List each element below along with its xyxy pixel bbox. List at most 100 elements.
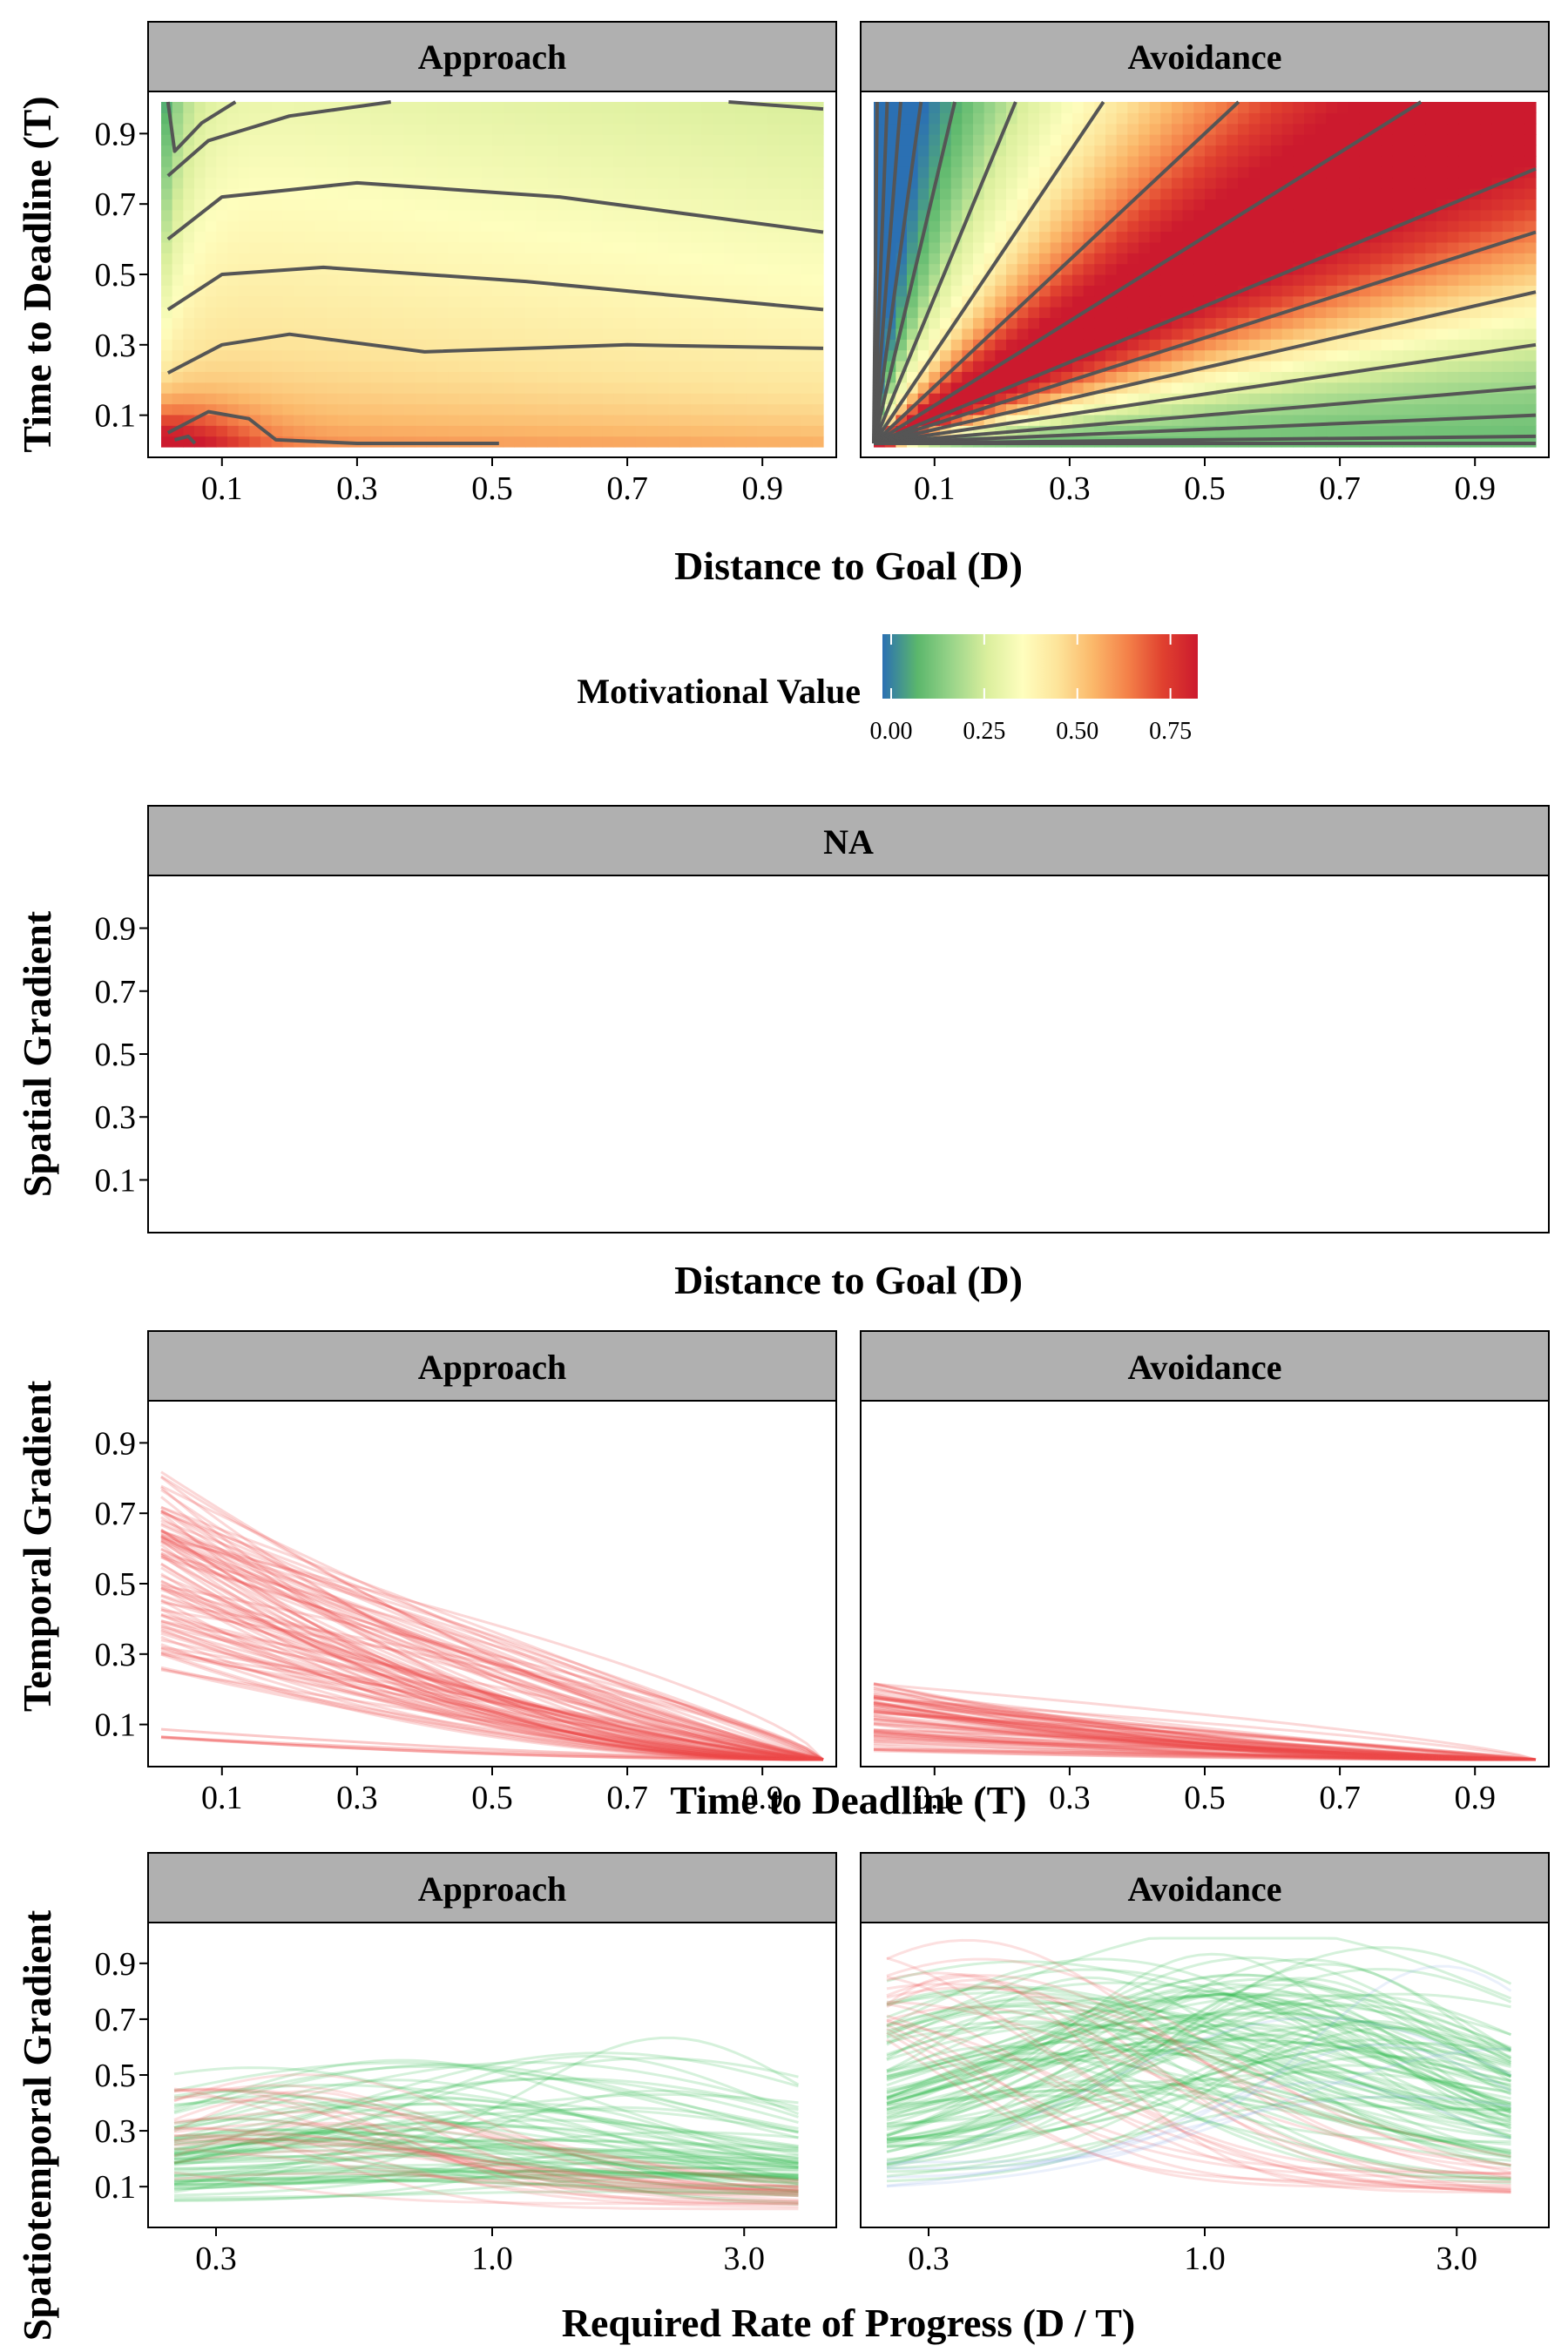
heatmap-cell <box>973 328 985 340</box>
heatmap-cell <box>983 285 996 297</box>
heatmap-cell <box>448 403 460 416</box>
heatmap-cell <box>315 199 328 211</box>
heatmap-cell <box>734 241 747 253</box>
spatiotemporal-line <box>886 1998 1511 2112</box>
heatmap-cell <box>679 285 692 297</box>
heatmap-cell <box>393 328 405 340</box>
heatmap-cell <box>1260 145 1272 157</box>
heatmap-cell <box>1403 241 1416 253</box>
heatmap-cell <box>767 436 780 448</box>
heatmap-cell <box>1359 102 1371 113</box>
temporal-line <box>873 1710 1537 1761</box>
heatmap-cell <box>382 112 394 125</box>
heatmap-cell <box>436 177 449 189</box>
heatmap-cell <box>962 328 974 340</box>
heatmap-cell <box>1513 253 1525 265</box>
strip-avoidance-4 <box>860 1852 1550 1923</box>
heatmap-cell <box>448 177 460 189</box>
heatmap-cell <box>812 371 824 383</box>
heatmap-cell <box>1271 134 1283 146</box>
heatmap-cell <box>481 317 493 329</box>
heatmap-cell <box>1072 209 1085 221</box>
spatiotemporal-line <box>886 2078 1511 2159</box>
heatmap-cell <box>227 253 240 265</box>
heatmap-cell <box>161 253 173 265</box>
heatmap-cell <box>525 166 537 179</box>
heatmap-cell <box>962 339 974 351</box>
heatmap-cell <box>746 177 758 189</box>
heatmap-cell <box>403 134 416 146</box>
heatmap-cell <box>260 241 273 253</box>
heatmap-cell <box>1149 112 1161 125</box>
heatmap-cell <box>1436 145 1449 157</box>
heatmap-cell <box>1392 253 1404 265</box>
heatmap-cell <box>481 414 493 426</box>
heatmap-cell <box>1359 123 1371 135</box>
heatmap-cell <box>962 112 974 125</box>
heatmap-cell <box>1172 145 1184 157</box>
heatmap-cell <box>1414 123 1426 135</box>
heatmap-cell <box>602 425 614 437</box>
heatmap-cell <box>767 285 780 297</box>
spatiotemporal-line <box>886 2018 1511 2186</box>
heatmap-cell <box>1050 231 1062 243</box>
heatmap-cell <box>249 339 261 351</box>
heatmap-cell <box>646 403 659 416</box>
heatmap-cell <box>194 241 206 253</box>
heatmap-cell <box>1083 361 1095 372</box>
heatmap-cell <box>701 102 713 113</box>
heatmap-cell <box>1304 199 1316 211</box>
heatmap-cell <box>1260 361 1272 372</box>
heatmap-cell <box>580 102 592 113</box>
heatmap-cell <box>558 166 571 179</box>
heatmap-cell <box>1050 295 1062 308</box>
heatmap-cell <box>1160 209 1173 221</box>
spatiotemporal-line <box>886 2082 1511 2158</box>
heatmap-cell <box>602 274 614 286</box>
spatiotemporal-line <box>886 2024 1512 2119</box>
heatmap-cell <box>1359 241 1371 253</box>
heatmap-cell <box>1172 112 1184 125</box>
heatmap-cell <box>1403 425 1416 437</box>
heatmap-cell <box>558 102 571 113</box>
heatmap-cell <box>282 295 294 308</box>
heatmap-cell <box>1470 123 1482 135</box>
spatiotemporal-line <box>173 2127 799 2172</box>
heatmap-cell <box>1293 285 1305 297</box>
heatmap-cell <box>1513 241 1525 253</box>
heatmap-cell <box>1182 371 1194 383</box>
heatmap-cell <box>492 425 504 437</box>
heatmap-cell <box>734 414 747 426</box>
contour-line <box>872 100 1105 445</box>
heatmap-cell <box>1205 253 1217 265</box>
heatmap-cell <box>436 263 449 275</box>
heatmap-cell <box>779 188 791 199</box>
heatmap-cell <box>161 382 173 394</box>
heatmap-cell <box>1160 361 1173 372</box>
heatmap-cell <box>1447 382 1459 394</box>
heatmap-cell <box>884 155 896 167</box>
heatmap-cell <box>1127 307 1139 319</box>
heatmap-cell <box>448 166 460 179</box>
heatmap-cell <box>1436 274 1449 286</box>
heatmap-cell <box>569 155 581 167</box>
heatmap-ticks: 0.10.30.50.70.90.1 0.3 0.5 0.7 0.9 0.1 0.3 0.5 0… <box>95 116 1496 507</box>
heatmap-cell <box>547 317 559 329</box>
heatmap-cell <box>591 425 604 437</box>
heatmap-cell <box>1039 220 1051 233</box>
heatmap-cell <box>525 403 537 416</box>
heatmap-cell <box>724 274 736 286</box>
y-tick-label: 0.5 <box>95 257 137 294</box>
heatmap-cell <box>216 145 228 157</box>
heatmap-cell <box>1182 166 1194 179</box>
heatmap-cell <box>260 361 273 372</box>
heatmap-cell <box>734 349 747 362</box>
heatmap-cell <box>1381 253 1393 265</box>
heatmap-cell <box>1182 274 1194 286</box>
heatmap-cell <box>767 274 780 286</box>
temporal-line <box>160 1530 824 1761</box>
heatmap-cell <box>470 177 482 189</box>
heatmap-cell <box>1293 382 1305 394</box>
heatmap-cell <box>569 231 581 243</box>
heatmap-cell <box>668 393 680 405</box>
